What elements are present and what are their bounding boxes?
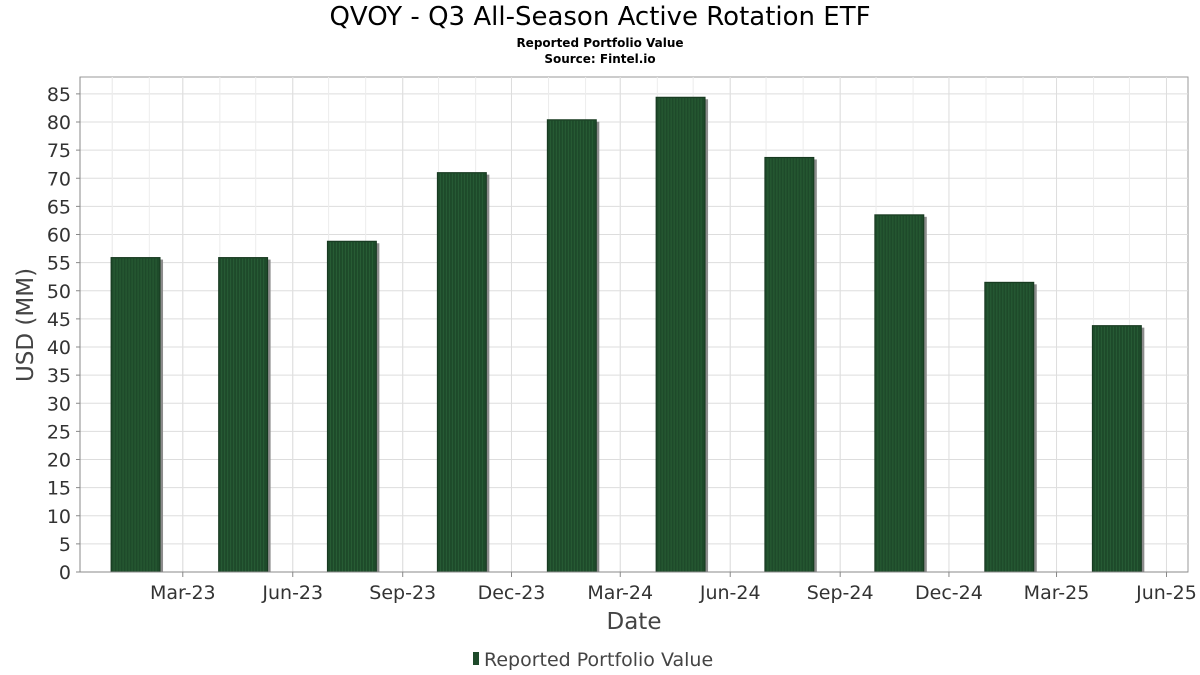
y-tick-label: 65 bbox=[47, 196, 71, 218]
x-tick-label: Sep-23 bbox=[369, 582, 436, 604]
x-tick-label: Dec-24 bbox=[915, 582, 983, 604]
y-tick-label: 15 bbox=[47, 478, 71, 500]
y-tick-label: 20 bbox=[47, 450, 71, 472]
y-tick-label: 10 bbox=[47, 506, 71, 528]
x-tick-label: Mar-25 bbox=[1024, 582, 1090, 604]
y-tick-label: 45 bbox=[47, 309, 71, 331]
y-tick-label: 55 bbox=[47, 253, 71, 275]
chart-title: QVOY - Q3 All-Season Active Rotation ETF bbox=[329, 2, 871, 32]
x-tick-label: Mar-24 bbox=[587, 582, 653, 604]
axes: 0 5 10 15 20 25 30 35 40 45 50 55 60 65 70 75 80 85 Mar-23… bbox=[47, 77, 1197, 604]
y-tick-label: 50 bbox=[47, 281, 71, 303]
bars bbox=[110, 96, 1145, 573]
x-tick-label: Dec-23 bbox=[478, 582, 546, 604]
y-tick-label: 70 bbox=[47, 168, 71, 190]
y-tick-label: 0 bbox=[59, 562, 71, 584]
y-tick-label: 35 bbox=[47, 365, 71, 387]
x-tick-label: Jun-23 bbox=[261, 582, 323, 604]
y-tick-label: 25 bbox=[47, 421, 71, 443]
y-tick-label: 80 bbox=[47, 112, 71, 134]
x-tick-label: Mar-23 bbox=[150, 582, 216, 604]
x-tick-label: Jun-25 bbox=[1135, 582, 1197, 604]
y-tick-label: 5 bbox=[59, 534, 71, 556]
chart-source: Source: Fintel.io bbox=[544, 52, 656, 66]
x-axis-title: Date bbox=[607, 609, 662, 635]
legend: Reported Portfolio Value bbox=[473, 649, 713, 671]
x-tick-label: Sep-24 bbox=[807, 582, 874, 604]
y-tick-label: 60 bbox=[47, 225, 71, 247]
chart-subtitle: Reported Portfolio Value bbox=[516, 36, 684, 50]
legend-swatch bbox=[473, 652, 479, 665]
y-axis-title: USD (MM) bbox=[13, 268, 39, 382]
y-tick-label: 75 bbox=[47, 140, 71, 162]
y-tick-label: 40 bbox=[47, 337, 71, 359]
y-tick-label: 30 bbox=[47, 393, 71, 415]
legend-label: Reported Portfolio Value bbox=[484, 649, 713, 671]
y-tick-label: 85 bbox=[47, 84, 71, 106]
x-tick-label: Jun-24 bbox=[699, 582, 761, 604]
